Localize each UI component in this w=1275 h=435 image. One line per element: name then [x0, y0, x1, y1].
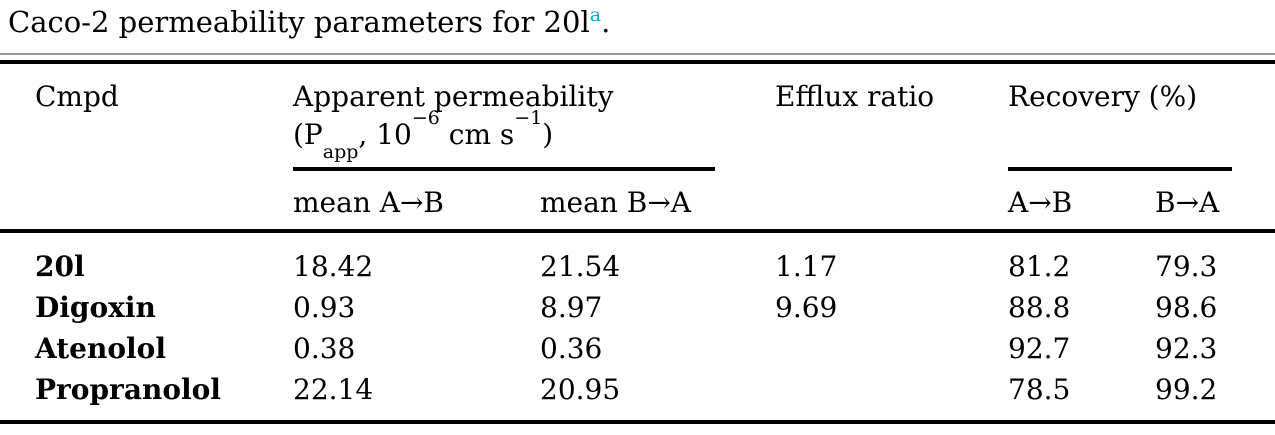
unit-cms: cm s — [439, 118, 515, 151]
table-row: Atenolol 0.38 0.36 92.7 92.3 — [0, 328, 1275, 369]
subheader-spacer-cmpd — [35, 186, 293, 220]
cell-cmpd: Atenolol — [35, 332, 166, 365]
subcol-header-a-to-b: A→B — [1008, 186, 1073, 219]
col-header-efflux-ratio: Efflux ratio — [775, 80, 935, 113]
cell-mean-a-to-b: 0.38 — [293, 332, 356, 365]
table-bottom-rule — [0, 420, 1275, 424]
table-row: 20l 18.42 21.54 1.17 81.2 79.3 — [0, 246, 1275, 287]
footnote-marker-link[interactable]: a — [589, 4, 602, 26]
table-row: Digoxin 0.93 8.97 9.69 88.8 98.6 — [0, 287, 1275, 328]
recovery-group-rule — [1008, 167, 1232, 171]
cell-cmpd: Digoxin — [35, 291, 156, 324]
unit-open: (P — [293, 118, 323, 151]
cell-recovery-a-to-b: 78.5 — [1008, 373, 1071, 406]
table-caption-text: Caco-2 permeability parameters for 20l — [8, 5, 590, 39]
cell-recovery-a-to-b: 88.8 — [1008, 291, 1071, 324]
unit-mid: , 10 — [358, 118, 412, 151]
cell-efflux-ratio: 9.69 — [775, 291, 838, 324]
table-mid-rule — [0, 229, 1275, 233]
cell-recovery-a-to-b: 92.7 — [1008, 332, 1071, 365]
cell-recovery-b-to-a: 79.3 — [1155, 250, 1218, 283]
table-row: Propranolol 22.14 20.95 78.5 99.2 — [0, 369, 1275, 410]
cell-mean-a-to-b: 0.93 — [293, 291, 356, 324]
subcol-header-b-to-a: B→A — [1155, 186, 1220, 219]
cell-efflux-ratio — [775, 369, 1008, 410]
seconds-exponent: −1 — [514, 106, 543, 129]
cell-recovery-a-to-b: 81.2 — [1008, 250, 1071, 283]
subcol-header-mean-b-to-a: mean B→A — [540, 186, 692, 219]
cell-mean-b-to-a: 0.36 — [540, 332, 603, 365]
cell-cmpd: Propranolol — [35, 373, 221, 406]
cell-efflux-ratio — [775, 328, 1008, 369]
table-caption: Caco-2 permeability parameters for 20la. — [8, 2, 610, 42]
cell-recovery-b-to-a: 98.6 — [1155, 291, 1218, 324]
apparent-permeability-group-rule — [293, 167, 715, 171]
cell-mean-b-to-a: 21.54 — [540, 250, 621, 283]
apparent-permeability-units: (Papp, 10−6 cm s−1) — [293, 108, 775, 161]
caption-period: . — [601, 5, 611, 39]
cell-mean-a-to-b: 22.14 — [293, 373, 374, 406]
apparent-permeability-title: Apparent permeability — [293, 80, 614, 113]
table-body: 20l 18.42 21.54 1.17 81.2 79.3 Digoxin 0… — [0, 246, 1275, 410]
table-header-row: Cmpd Apparent permeability (Papp, 10−6 c… — [0, 78, 1275, 161]
cell-cmpd: 20l — [35, 250, 85, 283]
cell-recovery-b-to-a: 92.3 — [1155, 332, 1218, 365]
col-header-apparent-permeability: Apparent permeability (Papp, 10−6 cm s−1… — [293, 78, 775, 161]
table-subheader-row: mean A→B mean B→A A→B B→A — [0, 186, 1275, 220]
papp-subscript: app — [322, 140, 359, 163]
cell-efflux-ratio: 1.17 — [775, 250, 838, 283]
cell-recovery-b-to-a: 99.2 — [1155, 373, 1218, 406]
subheader-spacer-efflux — [775, 186, 1008, 220]
caption-hairline-rule — [0, 53, 1275, 55]
col-header-recovery: Recovery (%) — [1008, 80, 1198, 113]
table-top-rule — [0, 60, 1275, 64]
cell-mean-b-to-a: 8.97 — [540, 291, 603, 324]
col-header-cmpd: Cmpd — [35, 80, 119, 113]
cell-mean-b-to-a: 20.95 — [540, 373, 621, 406]
ten-exponent: −6 — [411, 106, 440, 129]
cell-mean-a-to-b: 18.42 — [293, 250, 374, 283]
subcol-header-mean-a-to-b: mean A→B — [293, 186, 445, 219]
unit-close: ) — [542, 118, 554, 151]
